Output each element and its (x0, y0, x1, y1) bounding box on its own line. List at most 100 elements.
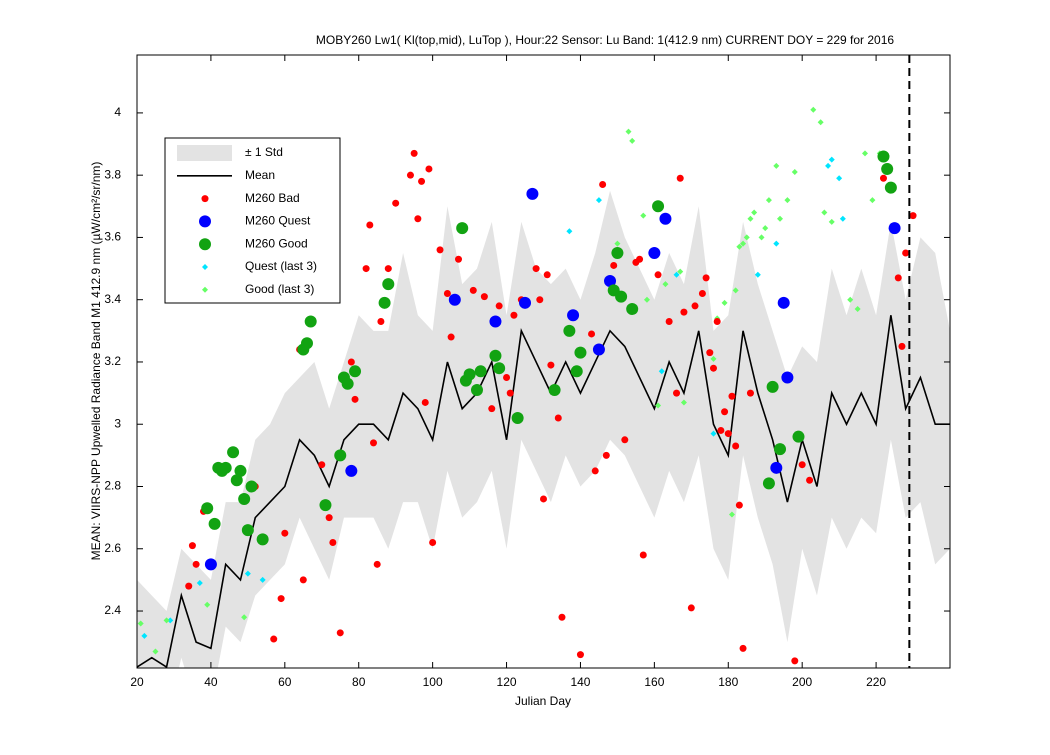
diamond-point (614, 240, 621, 247)
dot-point (724, 430, 732, 438)
dot-point (421, 398, 429, 406)
dot-point (680, 308, 688, 316)
legend-swatch (202, 286, 208, 293)
dot-point (188, 542, 196, 550)
dot-point (592, 343, 605, 356)
y-tick-label: 3.2 (104, 354, 121, 368)
dot-point (659, 212, 672, 225)
diamond-point (244, 570, 251, 577)
dot-point (304, 315, 317, 328)
dot-point (366, 221, 374, 229)
diamond-point (828, 156, 835, 163)
diamond-point (204, 601, 211, 608)
diamond-point (869, 197, 876, 204)
dot-point (463, 368, 476, 381)
dot-point (898, 342, 906, 350)
dot-point (506, 389, 514, 397)
dot-point (277, 595, 285, 603)
diamond-point (655, 402, 662, 409)
dot-point (536, 296, 544, 304)
diamond-point (754, 271, 761, 278)
dot-point (414, 215, 422, 223)
dot-point (673, 389, 681, 397)
y-tick-label: 2.6 (104, 541, 121, 555)
dot-point (489, 349, 502, 362)
dot-point (547, 361, 555, 369)
diamond-point (728, 511, 735, 518)
dot-point (877, 150, 890, 163)
diamond-point (566, 228, 573, 235)
dot-point (574, 346, 587, 359)
dot-point (792, 430, 805, 443)
x-axis-label: Julian Day (515, 694, 571, 708)
diamond-point (137, 620, 144, 627)
dot-point (378, 296, 391, 309)
dot-point (626, 303, 639, 316)
dot-point (192, 560, 200, 568)
dot-point (370, 439, 378, 447)
dot-point (300, 337, 313, 350)
dot-point (238, 492, 251, 505)
diamond-point (773, 162, 780, 169)
dot-point (806, 476, 814, 484)
dot-point (208, 517, 221, 530)
legend-swatch (201, 195, 209, 203)
dot-point (488, 405, 496, 413)
dot-point (336, 629, 344, 637)
dot-point (798, 461, 806, 469)
dot-point (888, 222, 901, 235)
legend-label: Quest (last 3) (245, 259, 317, 273)
dot-point (717, 426, 725, 434)
dot-point (362, 265, 370, 273)
dot-point (185, 582, 193, 590)
dot-point (230, 474, 243, 487)
diamond-point (196, 580, 203, 587)
dot-point (791, 657, 799, 665)
dot-point (425, 165, 433, 173)
dot-point (576, 651, 584, 659)
dot-point (540, 495, 547, 503)
dot-point (456, 222, 469, 235)
y-tick-label: 3 (114, 416, 121, 430)
dot-point (665, 317, 673, 325)
legend-swatch (202, 264, 208, 270)
dot-point (447, 333, 455, 341)
diamond-point (839, 215, 846, 222)
dot-point (493, 362, 506, 375)
dot-point (599, 181, 607, 189)
legend-label: Mean (245, 168, 275, 182)
x-tick-label: 60 (278, 675, 292, 689)
diamond-point (817, 119, 824, 126)
x-tick-label: 40 (204, 675, 218, 689)
dot-point (548, 383, 561, 396)
dot-point (894, 274, 902, 282)
dot-point (443, 289, 451, 297)
diamond-point (758, 234, 765, 241)
diamond-point (740, 240, 747, 247)
y-tick-label: 2.4 (104, 603, 121, 617)
dot-point (373, 560, 381, 568)
legend-label: Good (last 3) (245, 282, 314, 296)
dot-point (510, 311, 518, 319)
diamond-point (773, 240, 780, 247)
dot-point (732, 442, 740, 450)
y-tick-label: 3.6 (104, 230, 121, 244)
diamond-point (167, 617, 174, 624)
dot-point (781, 371, 794, 384)
dot-point (406, 171, 414, 179)
diamond-point (629, 137, 636, 144)
dot-point (621, 436, 629, 444)
diamond-point (836, 175, 843, 182)
dot-point (204, 558, 217, 571)
dot-point (345, 464, 358, 477)
dot-point (702, 274, 710, 282)
legend-label: ± 1 Std (245, 145, 283, 159)
diamond-point (658, 368, 665, 375)
dot-point (654, 271, 662, 279)
dot-point (691, 302, 699, 310)
dot-point (241, 524, 254, 537)
diamond-point (762, 225, 769, 232)
dot-point (392, 199, 400, 207)
diamond-point (810, 106, 817, 113)
